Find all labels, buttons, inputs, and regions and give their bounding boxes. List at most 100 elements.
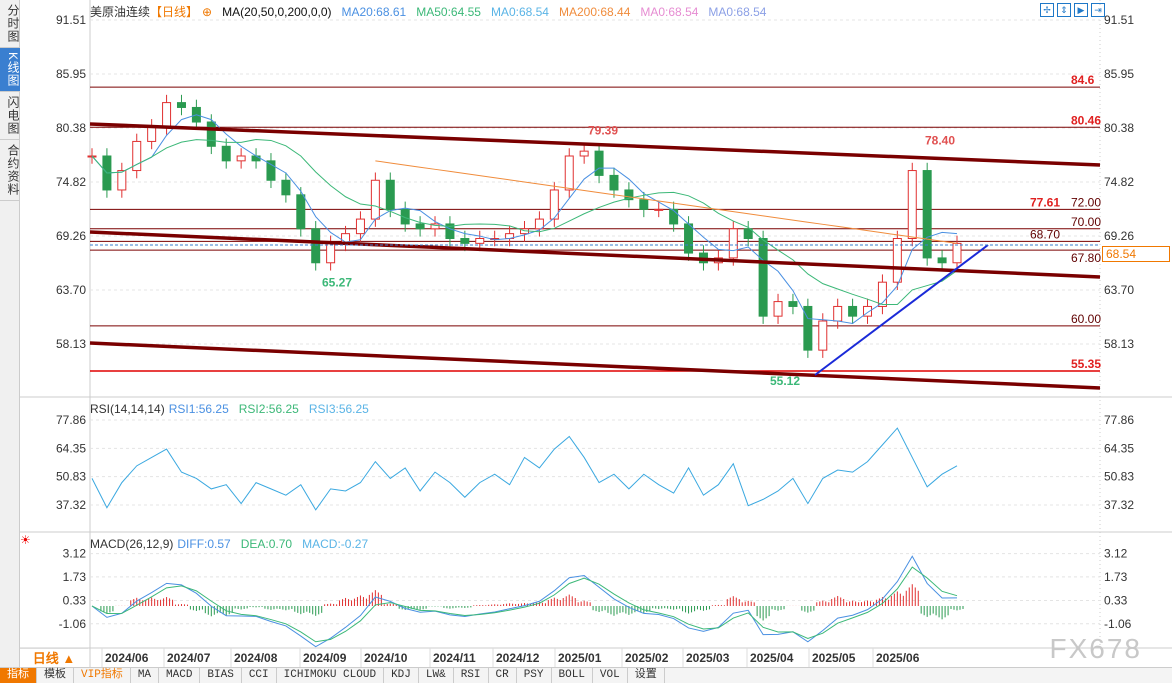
candlestick[interactable] (594, 143, 604, 184)
rsi-tick-right: 50.83 (1104, 470, 1134, 484)
toolbar-item[interactable]: RSI (454, 668, 489, 683)
candlestick[interactable] (549, 182, 559, 227)
candlestick[interactable] (892, 230, 902, 290)
candlestick[interactable] (400, 201, 410, 232)
toolbar-item[interactable]: 模板 (37, 668, 74, 683)
candlestick[interactable] (788, 293, 798, 315)
candlestick[interactable] (639, 191, 649, 218)
candlestick[interactable] (863, 298, 873, 324)
candlestick[interactable] (848, 298, 858, 324)
candlestick[interactable] (534, 211, 544, 237)
time-label: 2025/05 (812, 651, 856, 665)
price-level-label: 72.00 (1071, 195, 1101, 209)
candlestick[interactable] (311, 221, 321, 271)
candlestick[interactable] (937, 250, 947, 271)
period-selector[interactable]: 日线 ▲ (20, 648, 88, 667)
legend-value: DEA:0.70 (240, 537, 293, 551)
candlestick[interactable] (132, 133, 142, 179)
sidebar-tab[interactable]: 合约资料 (0, 140, 20, 202)
toolbar-item[interactable]: PSY (517, 668, 552, 683)
candlestick[interactable] (221, 138, 231, 169)
legend-value: RSI3:56.25 (308, 402, 369, 416)
candlestick[interactable] (684, 216, 694, 261)
legend-value: RSI1:56.25 (168, 402, 229, 416)
toolbar-item[interactable]: 设置 (628, 668, 665, 683)
candlestick[interactable] (445, 216, 455, 247)
candlestick[interactable] (609, 167, 619, 198)
channel-trendline[interactable] (89, 230, 1101, 279)
toolbar-item[interactable]: MACD (159, 668, 201, 683)
candlestick[interactable] (758, 230, 768, 324)
candlestick[interactable] (743, 221, 753, 247)
candlestick[interactable] (281, 172, 291, 203)
candlestick[interactable] (117, 162, 127, 198)
price-tick-left: 63.70 (56, 283, 86, 297)
candlestick[interactable] (355, 211, 365, 242)
toolbar-item[interactable]: LW& (419, 668, 454, 683)
watermark: FX678 (1049, 633, 1142, 664)
fit-vertical-icon[interactable]: ⇕ (1057, 3, 1071, 17)
fit-play-icon[interactable]: ▶ (1074, 3, 1088, 17)
toolbar-item[interactable]: 指标 (0, 668, 37, 683)
alarm-icon[interactable]: ☀ (20, 533, 31, 547)
candlestick[interactable] (922, 162, 932, 266)
price-tick-left: 58.13 (56, 337, 86, 351)
sidebar-tab[interactable]: 分时图 (0, 0, 20, 48)
candlestick[interactable] (296, 187, 306, 237)
crosshair-icon[interactable]: ✢ (1040, 3, 1054, 17)
sidebar-tab[interactable]: 闪电图 (0, 92, 20, 141)
candlestick[interactable] (147, 119, 157, 150)
candlestick[interactable] (579, 143, 589, 164)
candlestick[interactable] (728, 221, 738, 266)
rsi-tick-left: 37.32 (56, 498, 86, 512)
candlestick[interactable] (669, 201, 679, 232)
settings-icon[interactable]: ⊕ (202, 5, 213, 19)
legend-value: RSI2:56.25 (238, 402, 299, 416)
candlestick[interactable] (833, 298, 843, 329)
candlestick[interactable] (907, 162, 917, 247)
rsi-tick-left: 64.35 (56, 441, 86, 455)
candlestick[interactable] (236, 148, 246, 169)
candlestick[interactable] (773, 293, 783, 324)
candlestick[interactable] (206, 114, 216, 155)
toolbar-item[interactable]: KDJ (384, 668, 419, 683)
time-label: 2025/02 (625, 651, 669, 665)
channel-trendline[interactable] (89, 341, 1101, 390)
candlestick[interactable] (251, 148, 261, 169)
candlestick[interactable] (176, 94, 186, 116)
extreme-price-label: 78.40 (925, 133, 955, 147)
toolbar-item[interactable]: VOL (593, 668, 628, 683)
candlestick[interactable] (803, 298, 813, 358)
sidebar-tab[interactable]: K线图 (0, 48, 20, 93)
toolbar-item[interactable]: CCI (242, 668, 277, 683)
candlestick[interactable] (430, 216, 440, 237)
support-trendline[interactable] (814, 244, 989, 376)
candlestick[interactable] (877, 274, 887, 315)
toolbar-item[interactable]: BIAS (200, 668, 242, 683)
time-label: 2024/09 (303, 651, 347, 665)
legend-value: MA0:68.54 (708, 5, 767, 19)
toolbar-item[interactable]: BOLL (552, 668, 593, 683)
candlestick[interactable] (490, 230, 500, 247)
macd-tick-left: 1.73 (63, 570, 87, 584)
candlestick[interactable] (266, 153, 276, 189)
toolbar-item[interactable]: ICHIMOKU CLOUD (277, 668, 385, 683)
toolbar-item[interactable]: MA (131, 668, 160, 683)
candlestick[interactable] (654, 201, 664, 218)
price-level-label: 55.35 (1071, 357, 1101, 371)
exit-right-icon[interactable]: ⇥ (1091, 3, 1105, 17)
candlestick[interactable] (624, 182, 634, 208)
toolbar-item[interactable]: CR (489, 668, 517, 683)
candlestick[interactable] (326, 235, 336, 271)
candlestick[interactable] (564, 148, 574, 198)
toolbar-item[interactable]: VIP指标 (74, 668, 131, 683)
candlestick[interactable] (818, 313, 828, 358)
candlestick[interactable] (341, 225, 351, 252)
candlestick[interactable] (385, 172, 395, 218)
indicator-name[interactable]: MA(20,50,0,200,0,0) (222, 5, 332, 19)
legend-value: DIFF:0.57 (177, 537, 231, 551)
time-label: 2024/06 (105, 651, 149, 665)
channel-trendline[interactable] (89, 122, 1101, 167)
candlestick[interactable] (415, 216, 425, 237)
